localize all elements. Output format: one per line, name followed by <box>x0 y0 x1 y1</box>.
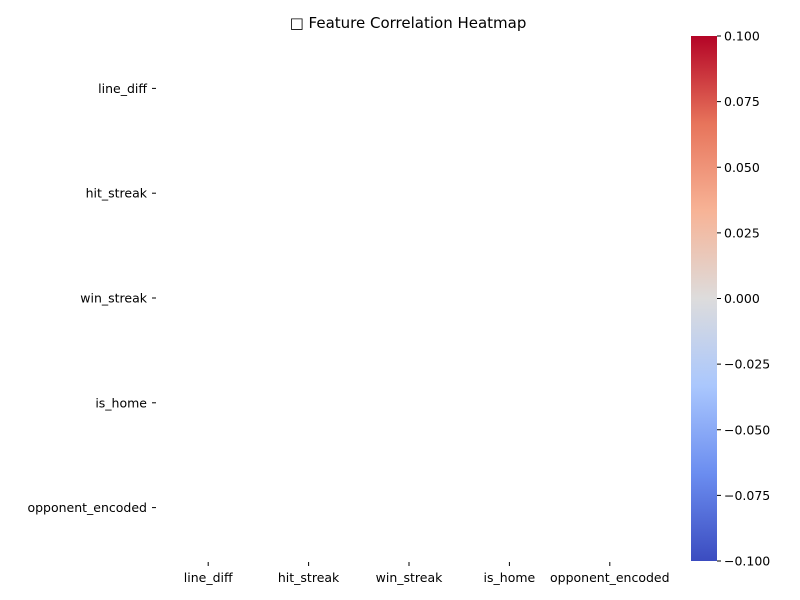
y-axis: line_diff hit_streak win_streak is_homeoppo… <box>27 81 156 515</box>
heatmap-cell <box>359 350 459 455</box>
heatmap-cell <box>359 246 459 351</box>
heatmap-cell <box>258 455 358 560</box>
heatmap-plot-area <box>158 36 660 560</box>
heatmap-cell <box>359 141 459 246</box>
colorbar-axis: 0.100 0.075 0.050 0.025 0.000 −0.025 −0.050 −0.… <box>717 29 770 569</box>
heatmap-cell <box>459 36 559 141</box>
heatmap-cell <box>158 350 258 455</box>
colorbar-tick-label: 0.000 <box>724 291 760 306</box>
colorbar-tick-label: −0.050 <box>724 422 770 437</box>
heatmap-cell <box>560 141 660 246</box>
y-tick-label: hit_streak <box>86 186 148 201</box>
y-tick-label: is_home <box>95 395 147 410</box>
colorbar-tick-label: 0.050 <box>724 160 760 175</box>
heatmap-cell <box>359 455 459 560</box>
heatmap-cell <box>258 350 358 455</box>
heatmap-cell <box>158 455 258 560</box>
colorbar-tick-label: −0.025 <box>724 357 770 372</box>
chart-title: □ Feature Correlation Heatmap <box>290 14 527 32</box>
x-tick-label: line_diff <box>184 570 233 585</box>
heatmap-cell <box>459 141 559 246</box>
heatmap-cell <box>258 246 358 351</box>
colorbar-tick-label: 0.075 <box>724 94 760 109</box>
heatmap-cell <box>258 36 358 141</box>
colorbar-tick-label: 0.025 <box>724 225 760 240</box>
heatmap-cell <box>459 455 559 560</box>
heatmap-cell <box>158 141 258 246</box>
colorbar <box>691 36 717 561</box>
heatmap-cell <box>258 141 358 246</box>
heatmap-cell <box>560 246 660 351</box>
heatmap-cell <box>158 246 258 351</box>
heatmap-cell <box>459 246 559 351</box>
colorbar-tick-label: 0.100 <box>724 29 760 44</box>
x-tick-label: is_home <box>484 570 536 585</box>
y-tick-label: opponent_encoded <box>27 500 147 515</box>
x-tick-label: win_streak <box>376 570 443 585</box>
heatmap-cell <box>560 455 660 560</box>
colorbar-tick-label: −0.075 <box>724 488 770 503</box>
heatmap-cell <box>359 36 459 141</box>
heatmap-cell <box>158 36 258 141</box>
heatmap-cell <box>459 350 559 455</box>
heatmap-cell <box>560 36 660 141</box>
x-tick-label: hit_streak <box>278 570 340 585</box>
colorbar-tick-label: −0.100 <box>724 554 770 569</box>
y-tick-label: line_diff <box>98 81 147 96</box>
y-tick-label: win_streak <box>80 291 147 306</box>
x-axis: line_diff hit_streak win_streak is_home oppo… <box>184 562 670 585</box>
x-tick-label: opponent_encoded <box>550 570 670 585</box>
heatmap-cell <box>560 350 660 455</box>
